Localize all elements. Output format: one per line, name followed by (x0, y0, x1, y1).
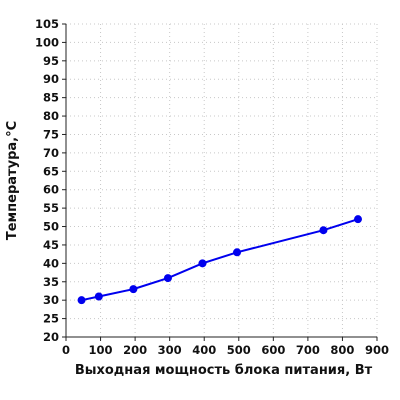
x-axis-title: Выходная мощность блока питания, Вт (75, 363, 373, 378)
x-tick-label: 700 (296, 343, 320, 357)
series-line (81, 218, 359, 302)
y-tick-label: 45 (43, 238, 59, 252)
x-tick-label: 600 (261, 343, 285, 357)
data-point (198, 259, 207, 268)
ticks: 0 100 200 300 400 500 600 700 800 900 20 25 30 35 40 45… (35, 17, 389, 357)
x-tick-label: 100 (89, 343, 113, 357)
y-tick-label: 20 (43, 330, 59, 344)
y-tick-label: 75 (43, 127, 59, 141)
y-tick-label: 80 (43, 109, 59, 123)
y-tick-label: 40 (43, 256, 59, 270)
y-tick-label: 90 (43, 72, 59, 86)
x-tick-label: 300 (158, 343, 182, 357)
grid (66, 23, 378, 337)
x-tick-label: 900 (365, 343, 389, 357)
y-tick-label: 100 (35, 35, 59, 49)
y-tick-label: 65 (43, 164, 59, 178)
x-tick-label: 200 (123, 343, 147, 357)
data-point (129, 285, 138, 294)
x-tick-label: 0 (62, 343, 70, 357)
y-tick-label: 95 (43, 54, 59, 68)
data-point (163, 274, 172, 283)
data-point (353, 215, 362, 224)
y-tick-label: 35 (43, 275, 59, 289)
series (77, 215, 362, 305)
y-tick-label: 25 (43, 312, 59, 326)
y-tick-label: 50 (43, 220, 59, 234)
y-axis-title: Температура,°С (5, 121, 20, 240)
y-tick-label: 60 (43, 183, 59, 197)
y-tick-label: 105 (35, 17, 59, 31)
axes (65, 24, 377, 338)
y-tick-label: 30 (43, 293, 59, 307)
data-point (319, 226, 328, 235)
data-point (94, 292, 103, 301)
y-tick-label: 85 (43, 91, 59, 105)
y-tick-label: 70 (43, 146, 59, 160)
x-tick-label: 500 (227, 343, 251, 357)
data-point (233, 248, 242, 257)
x-tick-label: 400 (192, 343, 216, 357)
y-tick-label: 55 (43, 201, 59, 215)
data-point (77, 296, 86, 305)
x-tick-label: 800 (330, 343, 354, 357)
